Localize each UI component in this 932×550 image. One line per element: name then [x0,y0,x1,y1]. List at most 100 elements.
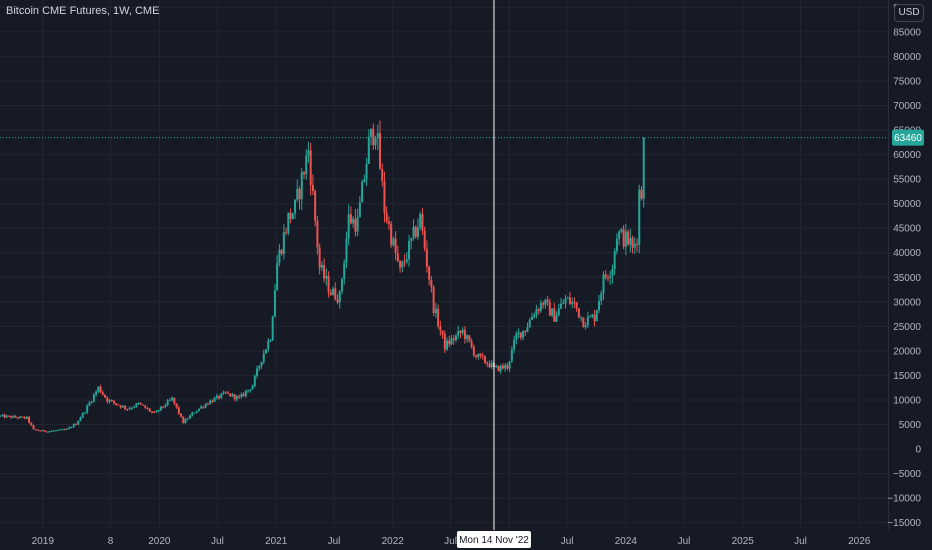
candle-body [468,335,471,342]
crosshair-date-label-bg [456,531,531,548]
candle-body [539,303,542,311]
candle-body [459,330,462,333]
candle-body [396,252,399,262]
candle-body [224,392,227,394]
candle-body [68,427,71,429]
candle-body [533,315,536,318]
y-tick-label: 25000 [893,322,921,333]
candle-body [522,330,525,338]
candle-body [513,339,516,350]
candle-body [352,218,355,224]
candle-body [365,163,368,180]
candle-body [23,416,26,419]
candle-body [577,308,580,318]
candle-body [25,416,28,419]
y-tick-label: 5000 [899,420,922,431]
candle-body [88,402,91,406]
candle-body [320,265,323,268]
candle-body [548,302,551,316]
candle-body [146,408,149,410]
candle-body [466,335,469,340]
candle-body [475,355,478,357]
candle-body [457,330,460,336]
candle-body [546,299,549,303]
candle-body [589,316,592,318]
candle-body [121,406,124,408]
candle-body [627,231,630,245]
candle-body [256,368,259,376]
candle-body [92,394,95,402]
candle-body [126,408,129,410]
candle-body [144,405,147,409]
candle-body [428,266,431,280]
candle-body [291,213,294,220]
candle-body [463,329,466,340]
candle-body [323,265,326,279]
candle-body [280,250,283,254]
candle-body [515,333,518,340]
candle-body [551,308,554,316]
candle-body [484,356,487,363]
candle-body [247,389,250,391]
candle-body [448,340,451,345]
candle-body [336,299,339,303]
candle-body [213,397,216,402]
candle-body [36,429,39,431]
candle-body [367,136,370,164]
candle-body [10,415,13,418]
candle-body [580,317,583,319]
candle-body [253,375,256,386]
candle-body [110,400,113,402]
candle-body [271,316,274,341]
candle-body [555,315,558,322]
candle-body [166,400,169,406]
candle-body [399,261,402,268]
candle-body [184,419,187,424]
candle-body [410,237,413,242]
candle-body [618,231,621,239]
candle-body [95,391,98,395]
candle-body [90,401,93,403]
chart-title: Bitcoin CME Futures, 1W, CME [6,5,160,17]
candle-body [52,430,55,432]
last-price-label: 63460 [892,129,924,146]
candle-body [86,405,89,413]
y-tick-label: 55000 [893,175,921,186]
candle-body [575,302,578,309]
currency-button[interactable]: USD [894,4,924,22]
last-price-label-bg [892,129,924,146]
candle-body [638,189,641,245]
candle-body [258,365,261,369]
candle-body [446,340,449,350]
candle-body [421,214,424,231]
candle-body [159,406,162,411]
candle-body [633,243,636,248]
candle-body [609,276,612,279]
price-axis[interactable]: 9000085000800007500070000650006000055000… [887,3,921,529]
time-axis[interactable]: 201982020Jul2021Jul2022Jul2023Jul2024Jul… [32,536,871,547]
candle-body [188,415,191,419]
candle-body [0,415,1,417]
candle-body [226,392,229,394]
candle-body [19,416,22,419]
candle-body [70,427,73,429]
candle-body [287,212,290,233]
candle-body [108,400,111,402]
x-tick-label: 2019 [32,536,55,547]
candle-body [510,349,513,362]
candle-body [629,237,632,245]
candle-body [477,353,480,357]
candle-body [282,232,285,254]
candle-body [584,325,587,328]
x-tick-label: 2020 [148,536,171,547]
candle-body [41,430,44,432]
candle-body [209,400,212,405]
y-tick-label: 40000 [893,248,921,259]
candle-body [182,416,185,424]
candle-body [591,314,594,317]
candle-body [414,226,417,237]
x-tick-label: Jul [211,536,224,547]
candle-body [611,269,614,277]
candle-body [57,429,60,431]
